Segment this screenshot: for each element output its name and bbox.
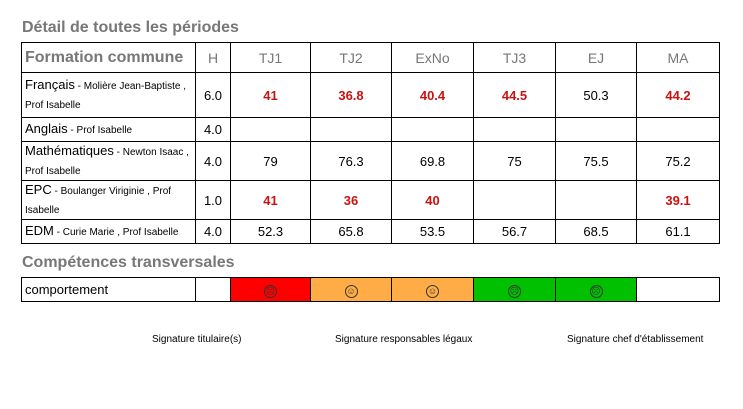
grade-cell: 53.5 bbox=[391, 219, 474, 244]
grade-cell: 69.8 bbox=[391, 141, 474, 181]
grade-cell bbox=[473, 117, 556, 142]
grade-cell: 68.5 bbox=[555, 219, 637, 244]
grade-cell: 44.2 bbox=[636, 72, 720, 118]
grade-cell bbox=[310, 117, 392, 142]
hours-cell: 4.0 bbox=[195, 117, 231, 142]
subject-name: Mathématiques bbox=[25, 143, 114, 158]
header-formation: Formation commune bbox=[21, 42, 196, 73]
grade-cell: 75.2 bbox=[636, 141, 720, 181]
hours-cell: 1.0 bbox=[195, 180, 231, 220]
subject-cell: EDM - Curie Marie , Prof Isabelle bbox=[21, 219, 196, 244]
header-tj2: TJ2 bbox=[310, 42, 392, 73]
signature-legaux: Signature responsables légaux bbox=[335, 334, 473, 345]
competences-table: comportement ☹ ☺ ☺ ☹ ☹ bbox=[21, 277, 720, 302]
grade-cell: 76.3 bbox=[310, 141, 392, 181]
teacher-names: - Prof Isabelle bbox=[67, 125, 133, 136]
grade-cell: 61.1 bbox=[636, 219, 720, 244]
competence-level-cell: ☹ bbox=[230, 277, 311, 302]
header-tj1: TJ1 bbox=[230, 42, 311, 73]
grade-cell: 56.7 bbox=[473, 219, 556, 244]
teacher-names: - Newton Isaac , Prof Isabelle bbox=[25, 147, 189, 177]
grade-cell: 40.4 bbox=[391, 72, 474, 118]
grade-cell bbox=[555, 180, 637, 220]
hours-cell: 4.0 bbox=[195, 141, 231, 181]
table-row: Anglais - Prof Isabelle 4.0 bbox=[21, 117, 720, 142]
grade-cell: 79 bbox=[230, 141, 311, 181]
hours-cell: 4.0 bbox=[195, 219, 231, 244]
grade-cell: 40 bbox=[391, 180, 474, 220]
grade-cell bbox=[555, 117, 637, 142]
header-ej: EJ bbox=[555, 42, 637, 73]
grade-cell: 41 bbox=[230, 180, 311, 220]
table-row: EPC - Boulanger Viriginie , Prof Isabell… bbox=[21, 180, 720, 220]
grade-cell bbox=[636, 117, 720, 142]
grade-cell: 75.5 bbox=[555, 141, 637, 181]
table-row: EDM - Curie Marie , Prof Isabelle 4.0 52.3… bbox=[21, 219, 720, 244]
teacher-names: - Curie Marie , Prof Isabelle bbox=[53, 227, 179, 238]
grade-cell: 50.3 bbox=[555, 72, 637, 118]
neutral-face-icon: ☺ bbox=[426, 284, 439, 298]
subject-cell: Mathématiques - Newton Isaac , Prof Isab… bbox=[21, 141, 196, 181]
competence-level-cell: ☹ bbox=[473, 277, 556, 302]
detail-title: Détail de toutes les périodes bbox=[22, 19, 239, 36]
grades-header-row: Formation commune H TJ1 TJ2 ExNo TJ3 EJ … bbox=[21, 42, 720, 73]
competence-label: comportement bbox=[21, 277, 196, 302]
signature-titulaire: Signature titulaire(s) bbox=[152, 334, 242, 345]
teacher-names: - Boulanger Viriginie , Prof Isabelle bbox=[25, 186, 172, 216]
subject-name: Français bbox=[25, 77, 75, 92]
neutral-face-icon: ☺ bbox=[344, 284, 358, 298]
grades-table: Formation commune H TJ1 TJ2 ExNo TJ3 EJ … bbox=[21, 42, 720, 244]
table-row: Français - Molière Jean-Baptiste , Prof … bbox=[21, 72, 720, 118]
competence-hours-cell bbox=[195, 277, 231, 302]
subject-cell: Français - Molière Jean-Baptiste , Prof … bbox=[21, 72, 196, 118]
competences-title: Compétences transversales bbox=[22, 254, 235, 271]
teacher-names: - Molière Jean-Baptiste , Prof Isabelle bbox=[25, 81, 187, 111]
grade-cell: 39.1 bbox=[636, 180, 720, 220]
subject-name: EDM bbox=[25, 223, 54, 238]
grade-cell bbox=[473, 180, 556, 220]
competence-level-cell: ☺ bbox=[310, 277, 392, 302]
subject-name: Anglais bbox=[25, 121, 68, 136]
competence-level-cell: ☹ bbox=[555, 277, 637, 302]
grade-cell: 65.8 bbox=[310, 219, 392, 244]
grade-cell: 75 bbox=[473, 141, 556, 181]
grade-cell bbox=[391, 117, 474, 142]
sad-face-icon: ☹ bbox=[589, 284, 603, 298]
grade-cell bbox=[230, 117, 311, 142]
subject-cell: EPC - Boulanger Viriginie , Prof Isabell… bbox=[21, 180, 196, 220]
grade-cell: 36.8 bbox=[310, 72, 392, 118]
sad-face-icon: ☹ bbox=[264, 284, 277, 298]
grade-cell: 52.3 bbox=[230, 219, 311, 244]
header-exno: ExNo bbox=[391, 42, 474, 73]
grade-cell: 36 bbox=[310, 180, 392, 220]
header-ma: MA bbox=[636, 42, 720, 73]
subject-name: EPC bbox=[25, 182, 52, 197]
grade-cell: 44.5 bbox=[473, 72, 556, 118]
table-row: Mathématiques - Newton Isaac , Prof Isab… bbox=[21, 141, 720, 181]
competence-empty-cell bbox=[636, 277, 720, 302]
sad-face-icon: ☹ bbox=[508, 284, 521, 298]
header-hours: H bbox=[195, 42, 231, 73]
signature-chef: Signature chef d'établissement bbox=[567, 334, 704, 345]
competence-level-cell: ☺ bbox=[391, 277, 474, 302]
subject-cell: Anglais - Prof Isabelle bbox=[21, 117, 196, 142]
competence-row: comportement ☹ ☺ ☺ ☹ ☹ bbox=[21, 277, 720, 302]
grade-cell: 41 bbox=[230, 72, 311, 118]
header-tj3: TJ3 bbox=[473, 42, 556, 73]
hours-cell: 6.0 bbox=[195, 72, 231, 118]
